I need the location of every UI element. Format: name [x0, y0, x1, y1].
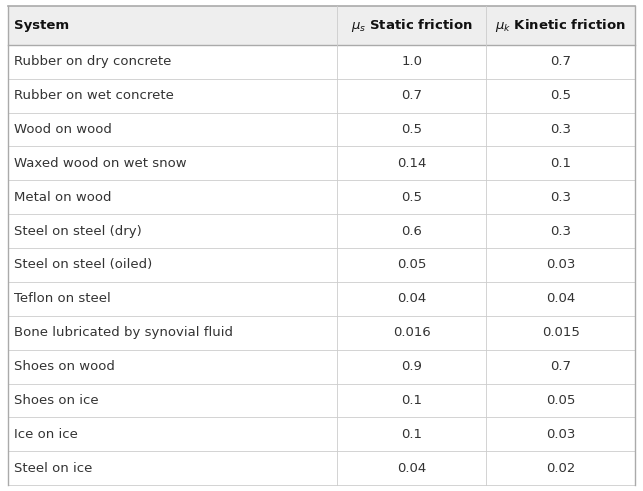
Bar	[486, 451, 635, 485]
Bar	[8, 112, 337, 146]
Bar	[337, 79, 486, 112]
Bar	[337, 214, 486, 248]
Text: 0.5: 0.5	[401, 123, 422, 136]
Text: System: System	[14, 19, 69, 32]
Text: 0.1: 0.1	[401, 394, 422, 407]
Bar	[8, 248, 337, 282]
Bar	[8, 6, 337, 45]
Bar	[8, 282, 337, 316]
Bar	[337, 316, 486, 350]
Text: 0.04: 0.04	[397, 292, 426, 305]
Bar	[8, 383, 337, 417]
Bar	[8, 451, 337, 485]
Text: $\mu_s$ Static friction: $\mu_s$ Static friction	[351, 17, 473, 34]
Text: Steel on ice: Steel on ice	[14, 462, 93, 475]
Bar	[337, 350, 486, 383]
Text: $\mu_k$ Kinetic friction: $\mu_k$ Kinetic friction	[496, 17, 626, 34]
Text: Rubber on dry concrete: Rubber on dry concrete	[14, 55, 172, 68]
Bar	[486, 350, 635, 383]
Bar	[486, 248, 635, 282]
Bar	[8, 214, 337, 248]
Text: Ice on ice: Ice on ice	[14, 428, 78, 441]
Text: 0.04: 0.04	[546, 292, 575, 305]
Bar	[486, 180, 635, 214]
Bar	[486, 282, 635, 316]
Bar	[337, 6, 486, 45]
Text: 0.9: 0.9	[401, 360, 422, 373]
Text: Waxed wood on wet snow: Waxed wood on wet snow	[14, 157, 186, 170]
Bar	[337, 180, 486, 214]
Text: 0.02: 0.02	[546, 462, 575, 475]
Bar	[8, 417, 337, 451]
Text: Metal on wood: Metal on wood	[14, 191, 112, 204]
Text: 0.016: 0.016	[393, 326, 431, 339]
Text: 0.03: 0.03	[546, 428, 575, 441]
Bar	[8, 146, 337, 180]
Text: 0.3: 0.3	[550, 191, 571, 204]
Text: 0.03: 0.03	[546, 258, 575, 272]
Text: 0.3: 0.3	[550, 123, 571, 136]
Text: 0.7: 0.7	[550, 55, 571, 68]
Bar	[8, 316, 337, 350]
Text: 1.0: 1.0	[401, 55, 422, 68]
Text: 0.5: 0.5	[550, 89, 571, 102]
Text: 0.1: 0.1	[401, 428, 422, 441]
Bar	[486, 6, 635, 45]
Text: 0.5: 0.5	[401, 191, 422, 204]
Bar	[486, 417, 635, 451]
Bar	[8, 79, 337, 112]
Text: 0.7: 0.7	[401, 89, 422, 102]
Text: Steel on steel (oiled): Steel on steel (oiled)	[14, 258, 152, 272]
Bar	[486, 383, 635, 417]
Text: 0.3: 0.3	[550, 224, 571, 238]
Bar	[486, 214, 635, 248]
Bar	[337, 146, 486, 180]
Text: Rubber on wet concrete: Rubber on wet concrete	[14, 89, 174, 102]
Bar	[8, 350, 337, 383]
Text: 0.05: 0.05	[546, 394, 575, 407]
Bar	[337, 282, 486, 316]
Bar	[486, 45, 635, 79]
Text: Wood on wood: Wood on wood	[14, 123, 112, 136]
Text: Shoes on ice: Shoes on ice	[14, 394, 99, 407]
Bar	[337, 45, 486, 79]
Text: 0.04: 0.04	[397, 462, 426, 475]
Bar	[337, 383, 486, 417]
Text: 0.14: 0.14	[397, 157, 426, 170]
Text: Shoes on wood: Shoes on wood	[14, 360, 115, 373]
Text: Bone lubricated by synovial fluid: Bone lubricated by synovial fluid	[14, 326, 233, 339]
Bar	[486, 79, 635, 112]
Text: Teflon on steel: Teflon on steel	[14, 292, 111, 305]
Bar	[8, 180, 337, 214]
Text: 0.7: 0.7	[550, 360, 571, 373]
Bar	[337, 248, 486, 282]
Bar	[8, 45, 337, 79]
Text: 0.015: 0.015	[542, 326, 580, 339]
Text: 0.05: 0.05	[397, 258, 426, 272]
Bar	[486, 112, 635, 146]
Bar	[337, 451, 486, 485]
Text: 0.1: 0.1	[550, 157, 571, 170]
Text: 0.6: 0.6	[401, 224, 422, 238]
Bar	[337, 417, 486, 451]
Bar	[486, 146, 635, 180]
Bar	[486, 316, 635, 350]
Text: Steel on steel (dry): Steel on steel (dry)	[14, 224, 142, 238]
Bar	[337, 112, 486, 146]
